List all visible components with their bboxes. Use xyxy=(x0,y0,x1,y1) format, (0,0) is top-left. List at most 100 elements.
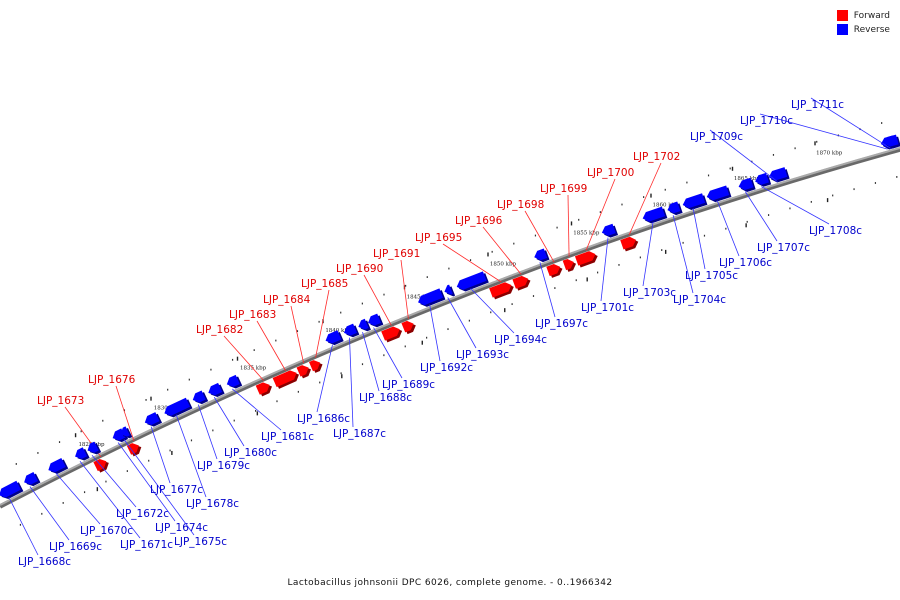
forward-gene-arrow xyxy=(296,365,312,379)
reverse-gene-arrow xyxy=(358,318,371,332)
gene-leader-line xyxy=(672,215,694,294)
minor-tick xyxy=(405,284,407,287)
reverse-gene-arrow-body xyxy=(682,193,706,209)
forward-gene-arrow-body xyxy=(296,365,309,377)
gene-leader-line xyxy=(175,414,207,498)
minor-tick xyxy=(318,320,320,323)
major-tick xyxy=(96,487,99,492)
reverse-gene-arrow xyxy=(325,330,344,346)
minor-tick xyxy=(896,176,898,178)
minor-tick xyxy=(746,220,748,223)
reverse-gene-arrow xyxy=(738,177,756,192)
forward-gene-arrow xyxy=(620,236,639,252)
gene-leader-line xyxy=(91,455,137,508)
minor-tick xyxy=(816,140,818,143)
reverse-gene-arrow xyxy=(601,223,619,238)
forward-swatch xyxy=(836,10,848,21)
minor-tick xyxy=(578,218,580,221)
gene-leader-line xyxy=(115,385,135,441)
reverse-gene-label: LJP_1707c xyxy=(757,242,810,254)
tick-label: 1860 kbp xyxy=(653,203,680,209)
minor-tick xyxy=(729,167,731,170)
reverse-gene-label: LJP_1711c xyxy=(791,99,844,111)
reverse-gene-label: LJP_1670c xyxy=(80,525,133,537)
major-tick xyxy=(421,340,423,345)
minor-tick xyxy=(276,400,278,403)
reverse-gene-label: LJP_1674c xyxy=(155,522,208,534)
gene-leader-line xyxy=(79,460,141,539)
reverse-gene-arrow-body xyxy=(343,323,357,336)
reverse-gene-arrow-body xyxy=(48,457,66,473)
major-tick xyxy=(745,223,747,228)
reverse-gene-label: LJP_1681c xyxy=(261,431,314,443)
minor-tick xyxy=(794,147,796,150)
forward-gene-label: LJP_1691 xyxy=(373,248,420,260)
gene-leader-line xyxy=(8,497,39,556)
reverse-gene-arrow xyxy=(75,447,90,461)
genome-backbone xyxy=(0,147,900,506)
legend-forward: Forward xyxy=(836,10,890,21)
reverse-gene-label: LJP_1706c xyxy=(719,257,772,269)
forward-gene-arrow-body xyxy=(562,258,574,271)
minor-tick xyxy=(686,181,688,184)
minor-tick xyxy=(167,388,169,391)
forward-gene-label: LJP_1695 xyxy=(415,232,462,244)
forward-gene-arrow xyxy=(126,443,142,457)
forward-gene-arrow-body xyxy=(272,370,297,388)
minor-tick xyxy=(643,196,645,198)
gene-leader-line xyxy=(600,237,609,302)
minor-tick xyxy=(469,259,472,261)
tick-label: 1845 kbp xyxy=(407,294,434,300)
reverse-gene-label: LJP_1701c xyxy=(581,302,634,314)
minor-tick xyxy=(145,399,147,401)
reverse-gene-label: LJP_1709c xyxy=(690,131,743,143)
gene-leader-line xyxy=(628,162,662,236)
reverse-gene-arrow-body xyxy=(601,223,616,236)
minor-tick xyxy=(319,381,321,384)
gene-leader-line xyxy=(709,129,778,182)
reverse-gene-arrow xyxy=(0,480,24,499)
gene-leader-line xyxy=(761,186,830,225)
forward-gene-arrow-body xyxy=(309,360,321,372)
gene-leader-line xyxy=(400,259,409,319)
minor-tick xyxy=(62,502,64,504)
minor-tick xyxy=(874,182,877,184)
major-tick xyxy=(814,141,816,146)
tick-label: 1870 kbp xyxy=(816,150,843,156)
reverse-gene-arrow xyxy=(368,313,384,328)
reverse-gene-arrow xyxy=(164,397,193,418)
minor-tick xyxy=(275,339,277,342)
minor-tick xyxy=(296,330,299,332)
reverse-gene-arrow-body xyxy=(208,382,223,396)
forward-gene-label: LJP_1702 xyxy=(633,151,680,163)
reverse-gene-label: LJP_1710c xyxy=(740,115,793,127)
minor-tick xyxy=(832,194,834,197)
reverse-gene-arrow-body xyxy=(667,201,681,214)
reverse-gene-arrow-body xyxy=(75,447,88,459)
forward-gene-arrow-body xyxy=(381,326,400,341)
minor-tick xyxy=(190,439,193,442)
major-tick xyxy=(236,356,239,361)
gene-leader-line xyxy=(150,426,171,484)
minor-tick xyxy=(707,174,710,177)
reverse-gene-arrow xyxy=(667,201,683,216)
minor-tick xyxy=(661,249,663,251)
reverse-gene-arrow xyxy=(768,167,790,183)
reverse-gene-label: LJP_1678c xyxy=(186,498,239,510)
forward-gene-label: LJP_1696 xyxy=(455,215,503,227)
reverse-gene-arrow-body xyxy=(325,330,342,344)
forward-gene-arrow xyxy=(309,360,323,373)
minor-tick xyxy=(383,293,385,296)
forward-gene-arrow-body xyxy=(401,320,414,333)
reverse-swatch xyxy=(836,24,848,35)
gene-leader-line xyxy=(117,442,176,522)
reverse-gene-label: LJP_1708c xyxy=(809,225,862,237)
gene-leader-line xyxy=(442,243,502,283)
minor-tick xyxy=(37,452,39,454)
major-tick xyxy=(731,166,734,171)
legend-forward-label: Forward xyxy=(853,10,890,21)
reverse-gene-arrow-body xyxy=(120,426,130,437)
minor-tick xyxy=(532,295,535,297)
gene-leader-line xyxy=(447,297,477,349)
reverse-gene-arrow xyxy=(24,472,41,487)
